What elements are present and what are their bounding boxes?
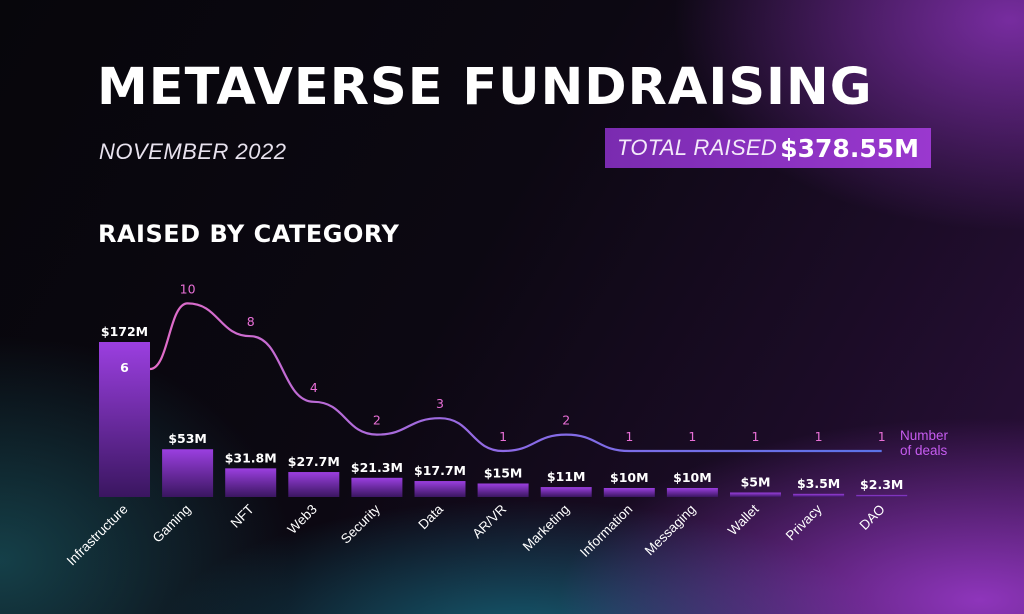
category-label-marketing: Marketing (520, 502, 573, 555)
value-label-data: $17.7M (414, 463, 466, 478)
page-title: METAVERSE FUNDRAISING (97, 58, 873, 117)
bar-dao (856, 494, 908, 497)
legend-label-line1: Number (900, 428, 949, 443)
total-raised-badge: TOTAL RAISED $378.55M (605, 128, 931, 168)
deal-count-data: 3 (436, 396, 444, 411)
total-raised-value: $378.55M (780, 133, 919, 163)
value-label-web3: $27.7M (288, 454, 340, 469)
deal-count-infrastructure: 6 (120, 360, 129, 375)
deal-count-security: 2 (373, 413, 381, 428)
deal-count-wallet: 1 (752, 429, 760, 444)
value-label-ar-vr: $15M (484, 465, 523, 480)
category-label-ar-vr: AR/VR (469, 501, 509, 541)
category-label-nft: NFT (228, 502, 257, 531)
deal-count-dao: 1 (878, 429, 886, 444)
bar-series (99, 342, 908, 497)
total-raised-label: TOTAL RAISED (617, 135, 778, 160)
category-label-wallet: Wallet (725, 501, 762, 538)
bar-messaging (666, 487, 718, 497)
value-label-marketing: $11M (547, 469, 586, 484)
category-label-gaming: Gaming (150, 502, 194, 546)
deal-count-nft: 8 (247, 314, 255, 329)
category-label-infrastructure: Infrastructure (64, 502, 131, 569)
bar-web3 (288, 472, 340, 497)
deal-count-information: 1 (625, 429, 633, 444)
deal-count-gaming: 10 (180, 281, 196, 296)
value-label-infrastructure: $172M (101, 324, 148, 339)
bar-security (351, 477, 403, 497)
value-label-dao: $2.3M (860, 477, 903, 492)
bar-information (603, 487, 655, 497)
bar-privacy (793, 493, 845, 497)
deal-count-privacy: 1 (815, 429, 823, 444)
value-label-messaging: $10M (673, 470, 712, 485)
category-label-data: Data (415, 501, 446, 532)
category-label-messaging: Messaging (642, 502, 699, 559)
value-label-nft: $31.8M (225, 450, 277, 465)
chart-labels: $172M Infrastructure $53M Gaming $31.8M NFT $2… (64, 281, 904, 568)
bar-infrastructure (99, 342, 150, 497)
page-subtitle: NOVEMBER 2022 (99, 139, 287, 164)
value-label-privacy: $3.5M (797, 476, 840, 491)
deal-count-ar-vr: 1 (499, 429, 507, 444)
value-label-information: $10M (610, 470, 649, 485)
value-label-security: $21.3M (351, 460, 403, 475)
category-label-dao: DAO (857, 502, 888, 533)
value-label-wallet: $5M (741, 474, 771, 489)
category-label-web3: Web3 (285, 502, 320, 537)
legend-label-line2: of deals (900, 443, 948, 458)
deal-count-messaging: 1 (688, 429, 696, 444)
bar-gaming (162, 449, 214, 497)
bar-ar-vr (477, 483, 529, 497)
deal-count-marketing: 2 (562, 413, 570, 428)
category-label-privacy: Privacy (783, 501, 825, 543)
bar-wallet (730, 492, 781, 497)
category-label-information: Information (577, 502, 635, 560)
deals-line (149, 302, 882, 453)
value-label-gaming: $53M (168, 431, 207, 446)
category-label-security: Security (338, 501, 383, 546)
bar-marketing (540, 487, 592, 497)
bar-nft (225, 468, 277, 497)
deal-count-web3: 4 (310, 380, 318, 395)
bar-data (414, 481, 466, 497)
section-title: RAISED BY CATEGORY (98, 220, 400, 248)
